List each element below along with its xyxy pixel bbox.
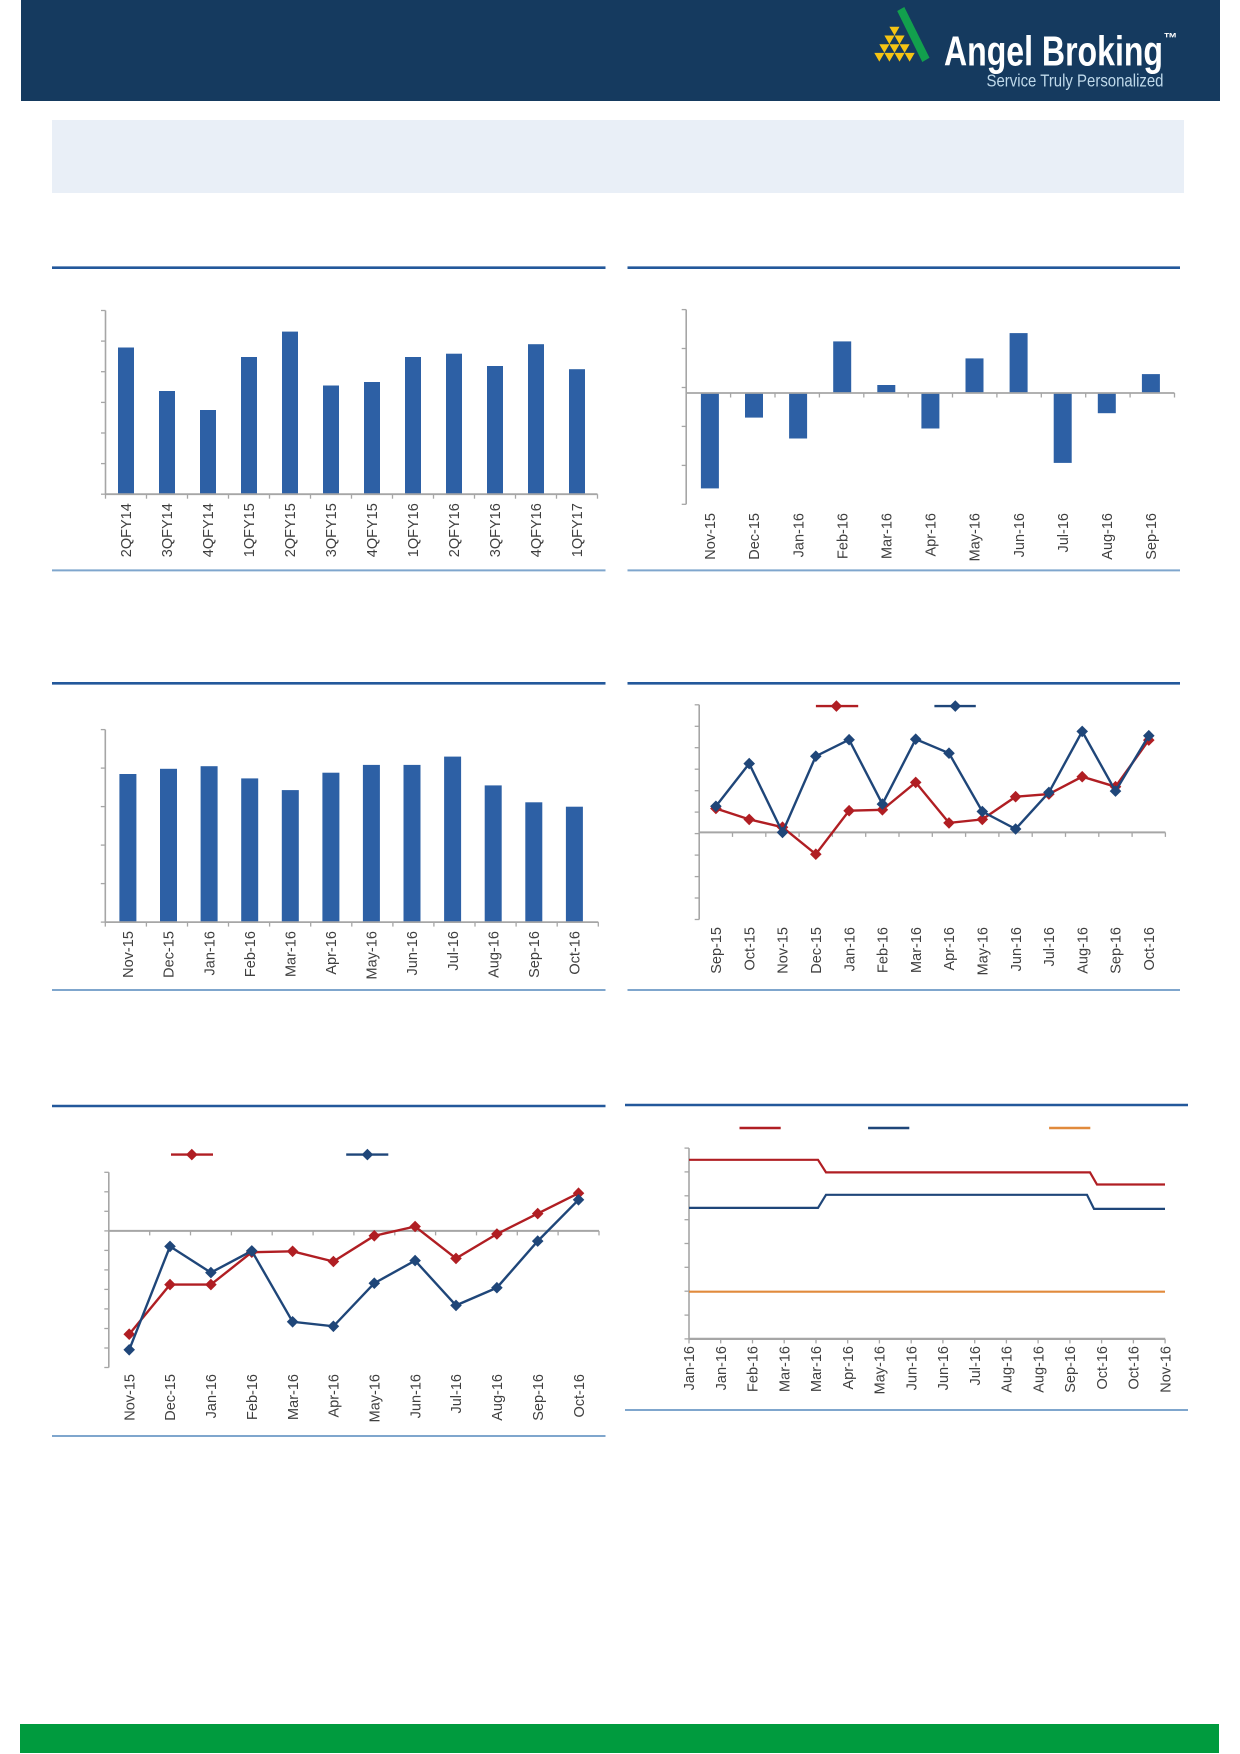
svg-text:Mar-16: Mar-16 (909, 927, 925, 973)
svg-text:Apr-16: Apr-16 (942, 927, 958, 971)
svg-text:Angel Broking: Angel Broking (944, 28, 1163, 75)
svg-text:Sep-16: Sep-16 (1109, 927, 1125, 974)
svg-text:Jul-16: Jul-16 (968, 1346, 984, 1386)
svg-text:May-16: May-16 (368, 1374, 384, 1422)
svg-text:Feb-16: Feb-16 (746, 1346, 762, 1392)
svg-text:Service Truly Personalized: Service Truly Personalized (987, 71, 1164, 91)
svg-text:Jul-16: Jul-16 (446, 931, 462, 971)
svg-text:Jun-16: Jun-16 (405, 931, 421, 975)
svg-text:Sep-16: Sep-16 (527, 931, 543, 978)
svg-text:4QFY14: 4QFY14 (201, 503, 217, 557)
svg-text:Nov-15: Nov-15 (122, 1374, 138, 1421)
svg-text:Jul-16: Jul-16 (449, 1374, 465, 1414)
svg-text:Dec-15: Dec-15 (162, 931, 178, 978)
svg-text:Apr-16: Apr-16 (327, 1374, 343, 1418)
svg-text:4QFY15: 4QFY15 (365, 503, 381, 557)
svg-text:Aug-16: Aug-16 (490, 1374, 506, 1421)
svg-text:Jun-16: Jun-16 (408, 1374, 424, 1418)
svg-text:1QFY16: 1QFY16 (406, 503, 422, 557)
svg-text:Aug-16: Aug-16 (1075, 927, 1091, 974)
svg-text:3QFY16: 3QFY16 (488, 503, 504, 557)
svg-text:™: ™ (1164, 30, 1178, 46)
svg-text:Jan-16: Jan-16 (791, 513, 807, 557)
svg-text:Mar-16: Mar-16 (809, 1346, 825, 1392)
svg-text:Nov-15: Nov-15 (776, 927, 792, 974)
svg-text:Apr-16: Apr-16 (324, 931, 340, 975)
svg-text:Jan-16: Jan-16 (204, 1374, 220, 1418)
svg-text:Nov-16: Nov-16 (1158, 1346, 1174, 1393)
svg-text:Sep-16: Sep-16 (531, 1374, 547, 1421)
svg-text:Mar-16: Mar-16 (286, 1374, 302, 1420)
svg-text:Jun-16: Jun-16 (1009, 927, 1025, 971)
svg-text:May-16: May-16 (365, 931, 381, 979)
svg-text:Nov-15: Nov-15 (121, 931, 137, 978)
svg-text:Aug-16: Aug-16 (1031, 1346, 1047, 1393)
svg-text:Jan-16: Jan-16 (714, 1346, 730, 1390)
svg-text:Oct-16: Oct-16 (1127, 1346, 1143, 1390)
svg-text:Sep-16: Sep-16 (1063, 1346, 1079, 1393)
svg-text:2QFY15: 2QFY15 (283, 503, 299, 557)
svg-text:Oct-16: Oct-16 (1142, 927, 1158, 971)
svg-text:Jul-16: Jul-16 (1056, 513, 1072, 553)
svg-text:May-16: May-16 (873, 1346, 889, 1394)
svg-text:Oct-16: Oct-16 (572, 1374, 588, 1418)
svg-text:Oct-16: Oct-16 (1095, 1346, 1111, 1390)
svg-text:Aug-16: Aug-16 (486, 931, 502, 978)
svg-text:3QFY15: 3QFY15 (324, 503, 340, 557)
svg-text:Aug-16: Aug-16 (1000, 1346, 1016, 1393)
svg-text:Dec-15: Dec-15 (747, 513, 763, 560)
svg-text:Apr-16: Apr-16 (841, 1346, 857, 1390)
svg-text:Jan-16: Jan-16 (842, 927, 858, 971)
svg-text:Jun-16: Jun-16 (904, 1346, 920, 1390)
svg-text:Sep-15: Sep-15 (709, 927, 725, 974)
svg-text:3QFY14: 3QFY14 (160, 503, 176, 557)
svg-text:Jan-16: Jan-16 (682, 1346, 698, 1390)
svg-text:Dec-15: Dec-15 (809, 927, 825, 974)
svg-text:Oct-15: Oct-15 (742, 927, 758, 971)
svg-text:Feb-16: Feb-16 (243, 931, 259, 977)
svg-text:Mar-16: Mar-16 (284, 931, 300, 977)
svg-text:Feb-16: Feb-16 (876, 927, 892, 973)
svg-text:Oct-16: Oct-16 (568, 931, 584, 975)
svg-text:2QFY14: 2QFY14 (119, 503, 135, 557)
svg-text:4QFY16: 4QFY16 (529, 503, 545, 557)
svg-text:Sep-16: Sep-16 (1144, 513, 1160, 560)
svg-text:1QFY15: 1QFY15 (242, 503, 258, 557)
svg-text:Apr-16: Apr-16 (924, 513, 940, 557)
svg-text:Aug-16: Aug-16 (1100, 513, 1116, 560)
svg-text:Jul-16: Jul-16 (1042, 927, 1058, 967)
svg-text:Feb-16: Feb-16 (245, 1374, 261, 1420)
svg-text:May-16: May-16 (968, 513, 984, 561)
svg-text:Jan-16: Jan-16 (202, 931, 218, 975)
svg-text:2QFY16: 2QFY16 (447, 503, 463, 557)
svg-text:Jun-16: Jun-16 (936, 1346, 952, 1390)
svg-text:Dec-15: Dec-15 (163, 1374, 179, 1421)
svg-text:Nov-15: Nov-15 (703, 513, 719, 560)
svg-text:Jun-16: Jun-16 (1012, 513, 1028, 557)
svg-text:1QFY17: 1QFY17 (570, 503, 586, 557)
svg-text:May-16: May-16 (976, 927, 992, 975)
svg-text:Feb-16: Feb-16 (835, 513, 851, 559)
svg-text:Mar-16: Mar-16 (777, 1346, 793, 1392)
svg-text:Mar-16: Mar-16 (880, 513, 896, 559)
